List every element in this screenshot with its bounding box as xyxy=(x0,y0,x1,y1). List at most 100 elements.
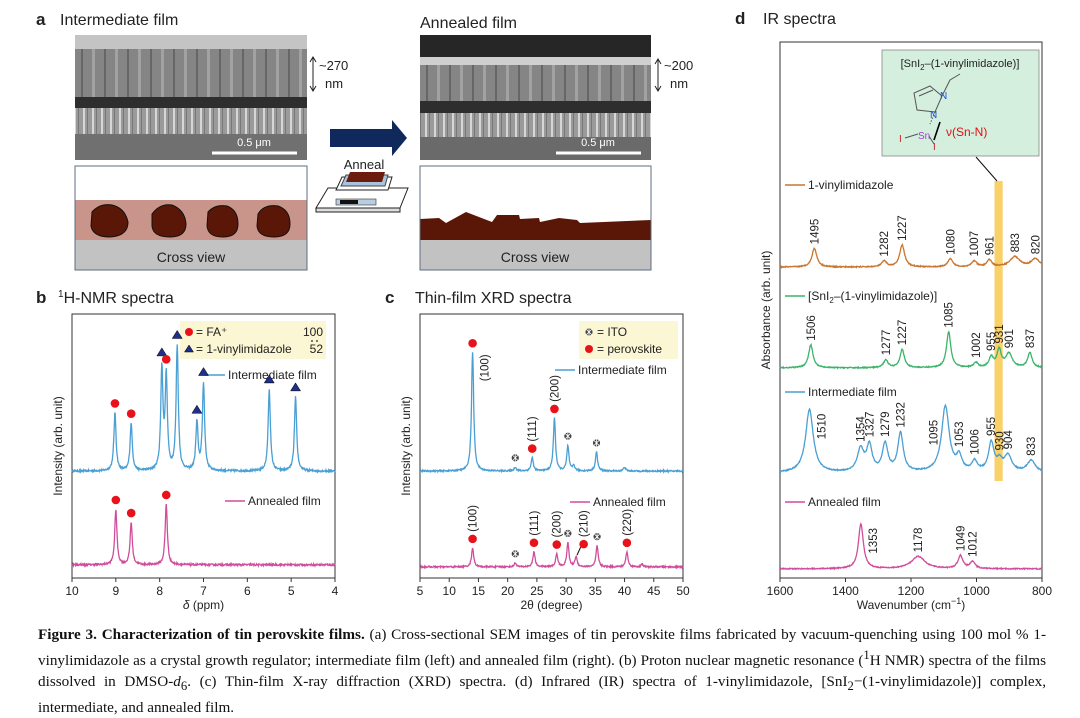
spectrum-line-1 xyxy=(71,503,336,569)
perovskite-dot-marker xyxy=(126,409,136,419)
legend-perovskite: = perovskite xyxy=(597,342,662,356)
peak-label: (111) xyxy=(529,510,541,535)
x-axis-label-text: Wavenumber (cm xyxy=(857,598,951,612)
x-tick-label: 1400 xyxy=(832,584,859,598)
tin-label: Sn xyxy=(918,131,930,142)
cross-view-label: Cross view xyxy=(157,249,226,265)
x-tick-label: 1600 xyxy=(767,584,794,598)
peak-label: 1227 xyxy=(897,215,909,241)
perovskite-dot-marker xyxy=(529,538,539,548)
peak-label: 930 xyxy=(994,431,1006,450)
title-superscript: 1 xyxy=(58,289,64,300)
peak-label: 1178 xyxy=(913,528,925,553)
ratio-vinylimidazole: 52 xyxy=(310,342,324,356)
peak-label: 1232 xyxy=(896,402,908,428)
peak-label: 1080 xyxy=(945,229,957,255)
ito-marker-cross xyxy=(512,454,519,462)
x-tick-label: 5 xyxy=(288,584,295,598)
legend-sub: 2 xyxy=(829,296,834,305)
peak-label: 1227 xyxy=(897,320,909,346)
nmr-legend-box xyxy=(180,321,326,359)
iodine-label: I xyxy=(899,134,902,145)
peak-label: 837 xyxy=(1025,329,1037,348)
leader-line xyxy=(975,156,998,182)
perovskite-dot-marker xyxy=(111,495,121,505)
xrd-title: Thin-film XRD spectra xyxy=(415,290,572,307)
x-axis-label-text: 2θ (degree) xyxy=(520,598,582,612)
perovskite-dot-icon xyxy=(585,345,593,353)
peak-label: 1495 xyxy=(809,219,821,245)
ito-marker-cross xyxy=(594,533,600,541)
panel-d-ir-chart: d IR spectra [SnI2–(1-vinylimidazole)] N… xyxy=(735,9,1052,612)
ito-asterisk-marker xyxy=(593,533,601,541)
peak-label: 1006 xyxy=(970,429,982,455)
legend-part: [SnI xyxy=(808,289,829,303)
spectrum-line-3 xyxy=(779,522,1043,571)
ratio-fa: 100 xyxy=(303,325,323,339)
perovskite-dot-marker xyxy=(161,490,171,500)
xrd-legend-box xyxy=(579,321,678,359)
legend-vinylimidazole: = 1-vinylimidazole xyxy=(196,342,292,356)
vinylimidazole-triangle-marker xyxy=(290,382,302,392)
sem-image-annealed: 0.5 μm xyxy=(420,35,651,160)
caption-title: Figure 3. Characterization of tin perovs… xyxy=(38,626,365,643)
y-axis-label: Intensity (arb. unit) xyxy=(51,396,65,495)
caption-text: (a) Cross-sectional SEM images of tin pe… xyxy=(38,626,1047,670)
x-tick-label: 9 xyxy=(112,584,119,598)
peak-label: 1354 xyxy=(856,416,868,442)
spectrum-line-2 xyxy=(779,403,1043,473)
peak-label: 1095 xyxy=(928,420,940,446)
ito-asterisk-marker xyxy=(511,550,519,558)
title-text: H-NMR spectra xyxy=(64,290,174,307)
x-axis-label: δ (ppm) xyxy=(183,598,224,612)
peak-label: 961 xyxy=(984,236,996,255)
x-tick-label: 1200 xyxy=(898,584,925,598)
peak-label: 1049 xyxy=(955,526,967,552)
peak-label: 901 xyxy=(1004,329,1016,348)
peak-label: (220) xyxy=(622,509,634,536)
x-tick-label: 5 xyxy=(417,584,424,598)
ito-marker-icon xyxy=(585,328,593,336)
x-tick-label: 1000 xyxy=(963,584,990,598)
inset-title: [SnI2–(1-vinylimidazole)] xyxy=(901,58,1020,72)
vinylimidazole-triangle-marker xyxy=(191,404,203,414)
x-tick-label: 30 xyxy=(559,584,573,598)
ito-asterisk-marker xyxy=(564,432,572,440)
x-axis-label: 2θ (degree) xyxy=(520,598,582,612)
x-tick-label: 25 xyxy=(530,584,544,598)
sem-image-intermediate: 0.5 μm xyxy=(75,35,307,160)
annealed-film-title: Annealed film xyxy=(420,15,517,32)
perovskite-dot-marker xyxy=(126,508,136,518)
ito-marker-cross xyxy=(565,529,571,537)
x-tick-label: 15 xyxy=(472,584,486,598)
perovskite-dot-marker xyxy=(579,539,588,549)
x-axis-label-text: (ppm) xyxy=(190,598,225,612)
panel-label-d: d xyxy=(735,9,745,28)
peak-label: (200) xyxy=(549,375,561,402)
ito-marker-cross xyxy=(565,432,571,440)
spectrum-line-0 xyxy=(779,242,1043,270)
anneal-arrow: Anneal xyxy=(330,120,407,172)
scale-bar-label: 0.5 μm xyxy=(237,137,271,149)
panel-a: a Intermediate film Annealed film 0.5 μm… xyxy=(36,10,693,271)
inset-snI2-complex: [SnI2–(1-vinylimidazole)] N N Sn I I ν(S… xyxy=(881,49,1040,182)
thickness-unit: nm xyxy=(325,76,343,91)
legend-part: –(1-vinylimidazole)] xyxy=(834,289,937,303)
ir-title: IR spectra xyxy=(763,11,836,28)
x-tick-label: 35 xyxy=(589,584,603,598)
peak-label: 833 xyxy=(1026,437,1038,456)
caption-sub: 2 xyxy=(847,679,854,694)
vinylimidazole-triangle-icon xyxy=(184,344,194,353)
nitrogen-label: N xyxy=(940,91,947,102)
x-axis-label-symbol: δ xyxy=(183,598,190,612)
cross-view-intermediate: Cross view xyxy=(74,165,308,271)
peak-label: 1002 xyxy=(971,332,983,358)
x-axis-label-end: ) xyxy=(961,598,965,612)
peak-label: 904 xyxy=(1003,430,1015,450)
peak-label: 1012 xyxy=(968,531,980,557)
legend-label: [SnI2–(1-vinylimidazole)] xyxy=(808,289,937,305)
perovskite-dot-marker xyxy=(110,399,120,408)
caption-sub: 6 xyxy=(180,679,188,694)
peak-label: (100) xyxy=(468,505,480,532)
x-axis-label-sup: −1 xyxy=(951,596,961,606)
